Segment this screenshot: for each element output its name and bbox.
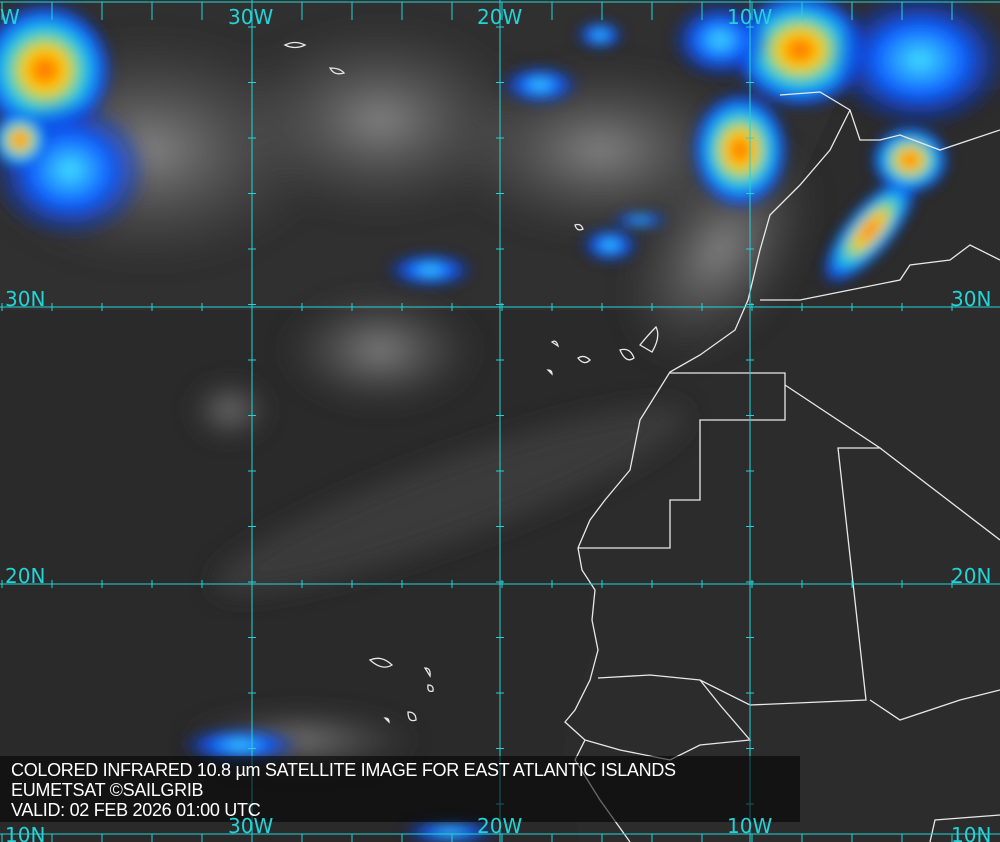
lon-label-30w-top: 30W [228, 5, 274, 29]
lat-label-20n-right: 20N [951, 564, 992, 588]
lon-label-20w-top: 20W [477, 5, 523, 29]
caption-box [0, 756, 800, 822]
lat-label-10n-left: 10N [5, 823, 46, 842]
caption-title: COLORED INFRARED 10.8 µm SATELLITE IMAGE… [11, 760, 676, 780]
lon-label-30w-bottom: 30W [228, 814, 274, 838]
graticule-ticks [1, 2, 953, 842]
lon-label-edge-top: W [0, 5, 20, 29]
coastlines-borders [283, 41, 1000, 842]
lon-label-10w-top: 10W [727, 5, 773, 29]
lon-label-20w-bottom: 20W [477, 814, 523, 838]
lat-label-30n-left: 30N [5, 287, 46, 311]
lat-label-10n-right: 10N [951, 823, 992, 842]
lat-label-30n-right: 30N [951, 287, 992, 311]
land-africa [560, 90, 1000, 842]
lon-label-10w-bottom: 10W [727, 814, 773, 838]
lat-label-20n-left: 20N [5, 564, 46, 588]
caption-source: EUMETSAT ©SAILGRIB [11, 780, 204, 800]
caption-valid-time: VALID: 02 FEB 2026 01:00 UTC [11, 800, 261, 820]
